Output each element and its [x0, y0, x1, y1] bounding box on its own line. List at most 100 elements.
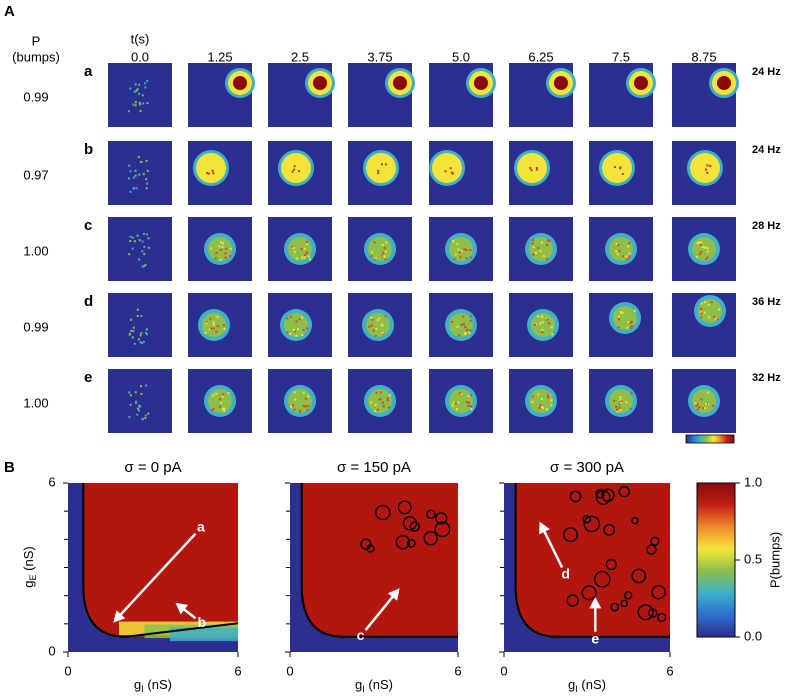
pixel — [529, 167, 532, 170]
pixel — [700, 312, 703, 315]
x-label-part: (nS) — [578, 677, 606, 692]
pixel — [454, 253, 457, 256]
pixel — [469, 315, 472, 318]
pixel — [618, 318, 621, 321]
contour — [563, 527, 578, 543]
pixel — [619, 167, 622, 170]
pixel — [618, 406, 621, 409]
pixel — [621, 172, 624, 175]
p-value: 1.00 — [23, 243, 48, 258]
pixel — [133, 90, 136, 93]
pixel — [626, 255, 629, 258]
time-header: t(s) — [131, 31, 150, 46]
pixel — [134, 169, 137, 172]
pixel — [144, 414, 147, 417]
arrow-head — [175, 602, 189, 615]
time-label: 8.75 — [691, 49, 716, 64]
pixel — [136, 308, 139, 311]
pixel — [698, 406, 701, 409]
pixel — [458, 251, 461, 254]
contour — [426, 509, 436, 519]
pixel — [205, 321, 208, 324]
pixel — [291, 404, 294, 407]
pixel — [531, 242, 534, 245]
pixel — [545, 408, 548, 411]
contour — [601, 488, 615, 502]
contour — [423, 531, 438, 546]
pixel — [627, 245, 630, 248]
pixel — [546, 258, 549, 261]
pixel — [132, 186, 135, 189]
pixel — [222, 393, 225, 396]
pixel — [375, 328, 378, 331]
x-label-part: I — [141, 684, 144, 692]
pixel — [537, 393, 540, 396]
pixel — [616, 244, 619, 247]
pixel — [625, 400, 628, 403]
pixel — [294, 330, 297, 333]
pixel — [131, 336, 134, 339]
pixel — [229, 247, 232, 250]
pixel — [216, 316, 219, 319]
contour — [646, 544, 657, 555]
pixel — [212, 408, 215, 411]
pixel — [212, 394, 215, 397]
pixel — [618, 249, 621, 252]
pixel — [379, 391, 382, 394]
pixel — [630, 392, 633, 395]
pixel — [210, 409, 213, 412]
pixel — [697, 402, 700, 405]
pixel — [133, 240, 136, 243]
pixel — [229, 255, 232, 258]
pixel — [616, 410, 619, 413]
bump — [449, 389, 473, 413]
contour — [583, 515, 601, 533]
pixel — [619, 409, 622, 412]
pixel — [619, 402, 622, 405]
pixel — [615, 242, 618, 245]
pixel — [133, 176, 136, 179]
plot-title: σ = 150 pA — [337, 459, 411, 476]
pixel — [384, 258, 387, 261]
pixel — [146, 102, 149, 105]
pixel — [215, 330, 218, 333]
bump — [698, 299, 722, 323]
pixel — [707, 304, 710, 307]
pixel — [626, 258, 629, 261]
pixel — [700, 398, 703, 401]
pixel — [460, 393, 463, 396]
pixel — [706, 256, 709, 259]
pixel — [619, 398, 622, 401]
pixel — [208, 328, 211, 331]
pixel — [145, 159, 148, 162]
pixel — [627, 321, 630, 324]
x-label-part: I — [362, 684, 365, 692]
contour — [300, 483, 458, 638]
bump-image — [108, 293, 172, 357]
pixel — [465, 257, 468, 260]
pixel — [142, 173, 145, 176]
colorbar-small — [685, 434, 735, 444]
pixel — [467, 401, 470, 404]
colorbar-tick-label: 1.0 — [744, 474, 762, 489]
y-label-part: E — [28, 574, 38, 580]
pixel — [469, 405, 472, 408]
plot-title: σ = 300 pA — [550, 459, 624, 476]
pixel — [146, 182, 149, 185]
pixel — [452, 401, 455, 404]
pixel — [289, 332, 292, 335]
pixel — [541, 315, 544, 318]
pixel — [467, 405, 470, 408]
heatmap-region — [515, 483, 670, 637]
bump — [284, 313, 308, 337]
pixel — [620, 402, 623, 405]
pixel — [293, 250, 296, 253]
pixel — [709, 164, 712, 167]
pixel — [378, 317, 381, 320]
contour — [624, 591, 633, 600]
x-label-part: (nS) — [365, 677, 393, 692]
pixel — [134, 101, 137, 104]
pixel — [538, 406, 541, 409]
pixel — [292, 246, 295, 249]
